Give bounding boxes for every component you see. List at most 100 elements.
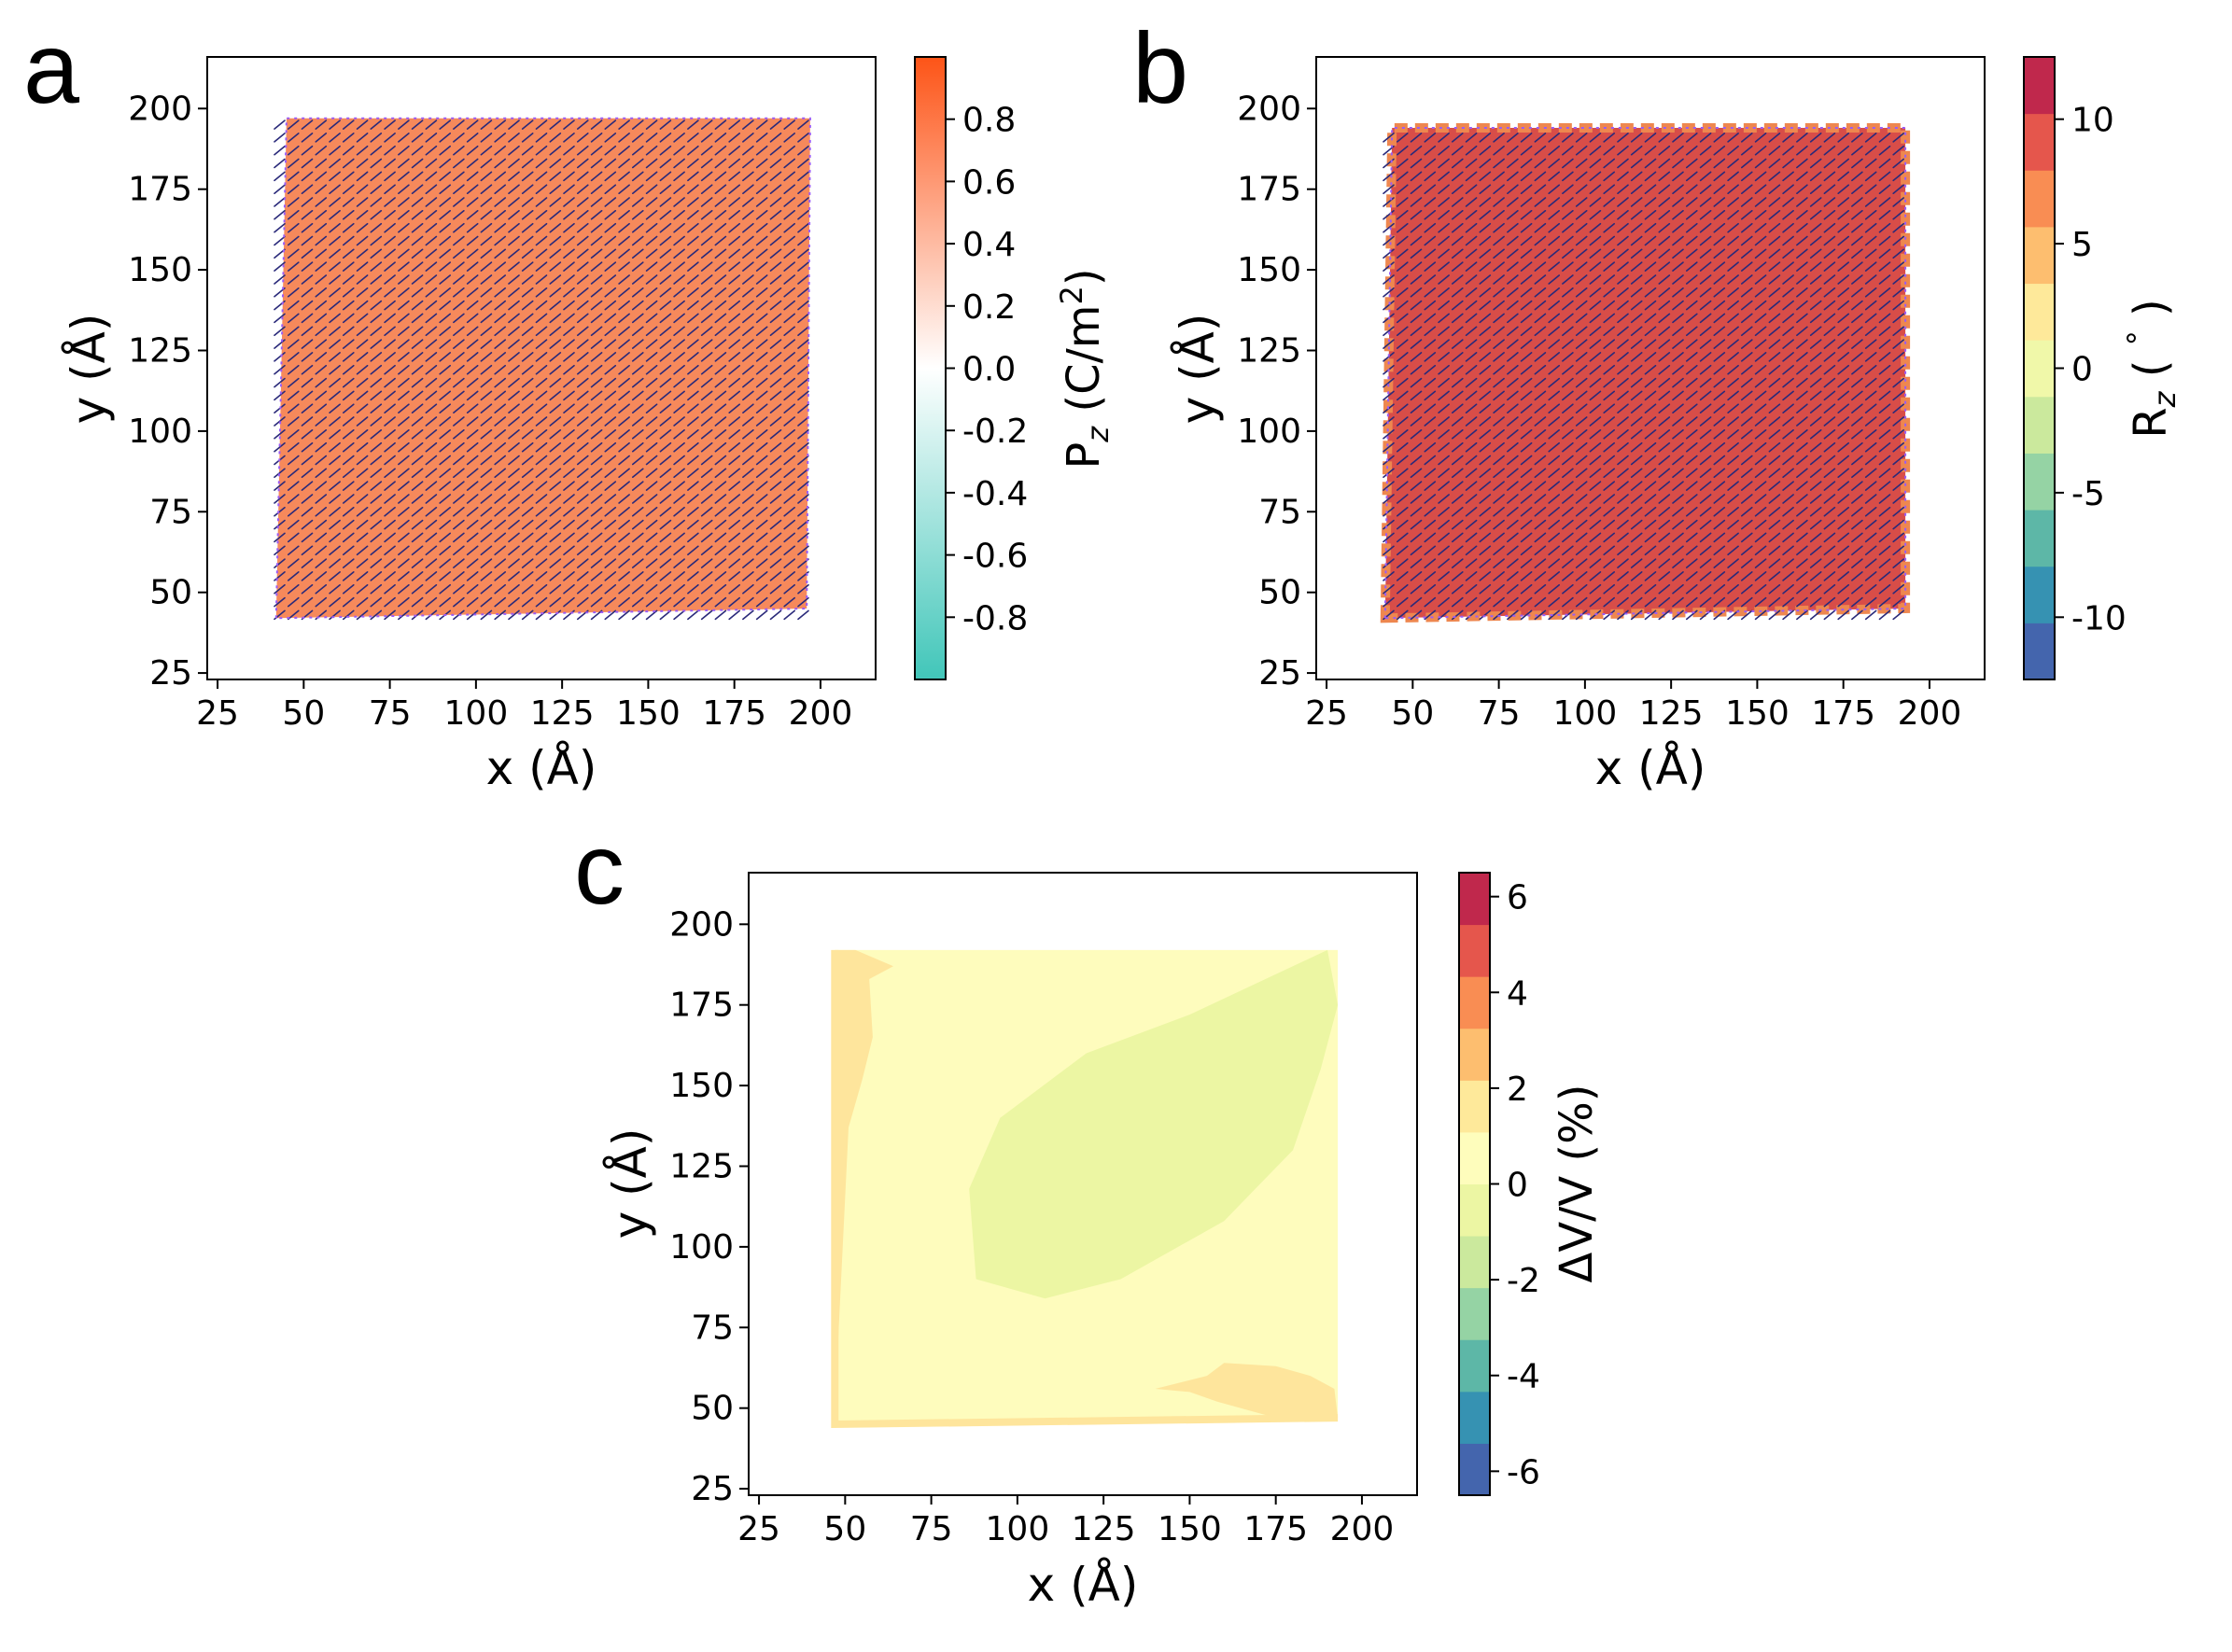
colorbar-band (2024, 170, 2055, 228)
colorbar-tick-label: 2 (1507, 1071, 1528, 1109)
colorbar-tick-label: -4 (1507, 1358, 1540, 1396)
colorbar-label-a: Pz (C/m2) (1054, 268, 1116, 469)
panel-label-a: a (23, 11, 80, 124)
arrow-field (1383, 133, 1904, 621)
colorbar-tick-label: 6 (1507, 879, 1528, 917)
colorbar-ticks-a: 0.8 0.6 0.4 0.2 0.0 -0.2 -0.4 -0.6 -0.8 (946, 102, 1028, 637)
y-tick-label: 75 (691, 1309, 734, 1347)
colorbar-tick-label: -5 (2071, 475, 2105, 513)
x-tick-label: 200 (789, 694, 853, 733)
y-tick-label: 25 (149, 654, 192, 693)
y-tick-label: 125 (669, 1147, 734, 1185)
y-tick-label: 200 (669, 905, 734, 944)
colorbar-band (1459, 1236, 1490, 1289)
colorbar-band (1459, 1028, 1490, 1081)
colorbar-band (1459, 924, 1490, 977)
plot-frame-b (1315, 56, 1986, 680)
x-tick-label: 175 (1811, 694, 1875, 733)
colorbar-band (1459, 1391, 1490, 1444)
colorbar-band (1459, 1131, 1490, 1184)
x-tick-label: 175 (1243, 1510, 1308, 1548)
x-axis-label-b: x (Å) (1595, 741, 1706, 795)
strain-edge (831, 949, 1339, 1429)
x-tick-label: 100 (444, 694, 509, 733)
x-tick-label: 25 (737, 1510, 780, 1548)
colorbar-band (2024, 396, 2055, 454)
colorbar-band (1459, 976, 1490, 1029)
y-tick-label: 75 (149, 493, 192, 531)
y-tick-label: 75 (1258, 493, 1301, 531)
x-axis-ticks-a: 25 50 75 100 125 150 175 200 (196, 679, 852, 733)
x-tick-label: 200 (1330, 1510, 1395, 1548)
y-tick-label: 125 (128, 331, 192, 370)
colorbar-band (2024, 566, 2055, 623)
x-tick-label: 50 (282, 694, 325, 733)
y-tick-label: 100 (1237, 413, 1301, 451)
plot-frame-a (206, 56, 877, 680)
x-axis-ticks-c: 25 50 75 100 125 150 175 200 (737, 1495, 1394, 1548)
colorbar-label-b: Rz ( ° ) (2121, 299, 2183, 438)
polarization-arrows (274, 117, 811, 621)
plot-frame-c (748, 872, 1418, 1496)
colorbar-tick-label: 0.0 (962, 351, 1016, 389)
y-tick-label: 150 (128, 251, 192, 289)
colorbar-band (1459, 1443, 1490, 1496)
colorbar-tick-label: -0.8 (962, 599, 1028, 637)
x-tick-label: 75 (910, 1510, 953, 1548)
colorbar-tick-label: 10 (2071, 102, 2114, 140)
x-tick-label: 150 (1158, 1510, 1222, 1548)
x-axis-label-c: x (Å) (1028, 1558, 1139, 1612)
panel-a: a 25 50 75 100 125 150 175 200 25 50 75 100 125 150 1… (23, 11, 1116, 795)
y-tick-label: 200 (1237, 90, 1301, 128)
colorbar-tick-label: 4 (1507, 974, 1528, 1013)
rotation-field (1380, 123, 1911, 623)
colorbar-ticks-b: 10 5 0 -5 -10 (2055, 102, 2127, 637)
x-axis-ticks-b: 25 50 75 100 125 150 175 200 (1305, 679, 1961, 733)
x-tick-label: 75 (1478, 694, 1521, 733)
x-axis-label-a: x (Å) (486, 741, 597, 795)
x-tick-label: 75 (369, 694, 412, 733)
y-tick-label: 50 (1258, 574, 1301, 612)
colorbar-tick-label: 0.8 (962, 102, 1016, 140)
colorbar-a (914, 56, 947, 680)
y-tick-label: 150 (669, 1067, 734, 1105)
colorbar-tick-label: 0.6 (962, 163, 1016, 202)
x-tick-label: 150 (1725, 694, 1790, 733)
x-tick-label: 100 (1553, 694, 1618, 733)
colorbar-tick-label: 0.2 (962, 288, 1016, 327)
rotation-region (1384, 128, 1906, 619)
colorbar-band (1459, 1339, 1490, 1393)
colorbar-tick-label: -0.6 (962, 538, 1028, 576)
colorbar-tick-label: -10 (2071, 599, 2127, 637)
y-tick-label: 100 (128, 413, 192, 451)
x-tick-label: 200 (1898, 694, 1962, 733)
rotation-arrows (1383, 127, 1907, 621)
colorbar-band (1459, 873, 1490, 926)
colorbar-band (2024, 453, 2055, 511)
panel-label-c: c (574, 812, 625, 925)
panel-label-b: b (1132, 11, 1188, 124)
x-tick-label: 150 (616, 694, 681, 733)
strain-high-region (835, 949, 893, 1408)
y-tick-label: 125 (1237, 331, 1301, 370)
volume-strain-field (831, 949, 1339, 1429)
colorbar-c (1459, 873, 1490, 1496)
x-tick-label: 175 (702, 694, 766, 733)
colorbar-tick-label: -0.4 (962, 475, 1028, 513)
y-tick-label: 50 (149, 574, 192, 612)
colorbar-band (1459, 1080, 1490, 1133)
colorbar-tick-label: 0 (2071, 351, 2093, 389)
y-tick-label: 25 (691, 1470, 734, 1508)
colorbar-band (2024, 113, 2055, 171)
y-tick-label: 100 (669, 1228, 734, 1267)
colorbar-band (1459, 1183, 1490, 1237)
colorbar-tick-label: 0.4 (962, 226, 1016, 264)
x-tick-label: 100 (986, 1510, 1050, 1548)
y-axis-label-b: y (Å) (1171, 314, 1225, 425)
colorbar-tick-label: -2 (1507, 1262, 1540, 1300)
panel-c: c 25 50 75 100 125 150 175 200 25 50 75 100 125 150 1… (574, 812, 1603, 1612)
colorbar-tick-label: 0 (1507, 1167, 1528, 1205)
colorbar-tick-label: 5 (2071, 226, 2093, 264)
y-axis-label-c: y (Å) (603, 1128, 657, 1239)
